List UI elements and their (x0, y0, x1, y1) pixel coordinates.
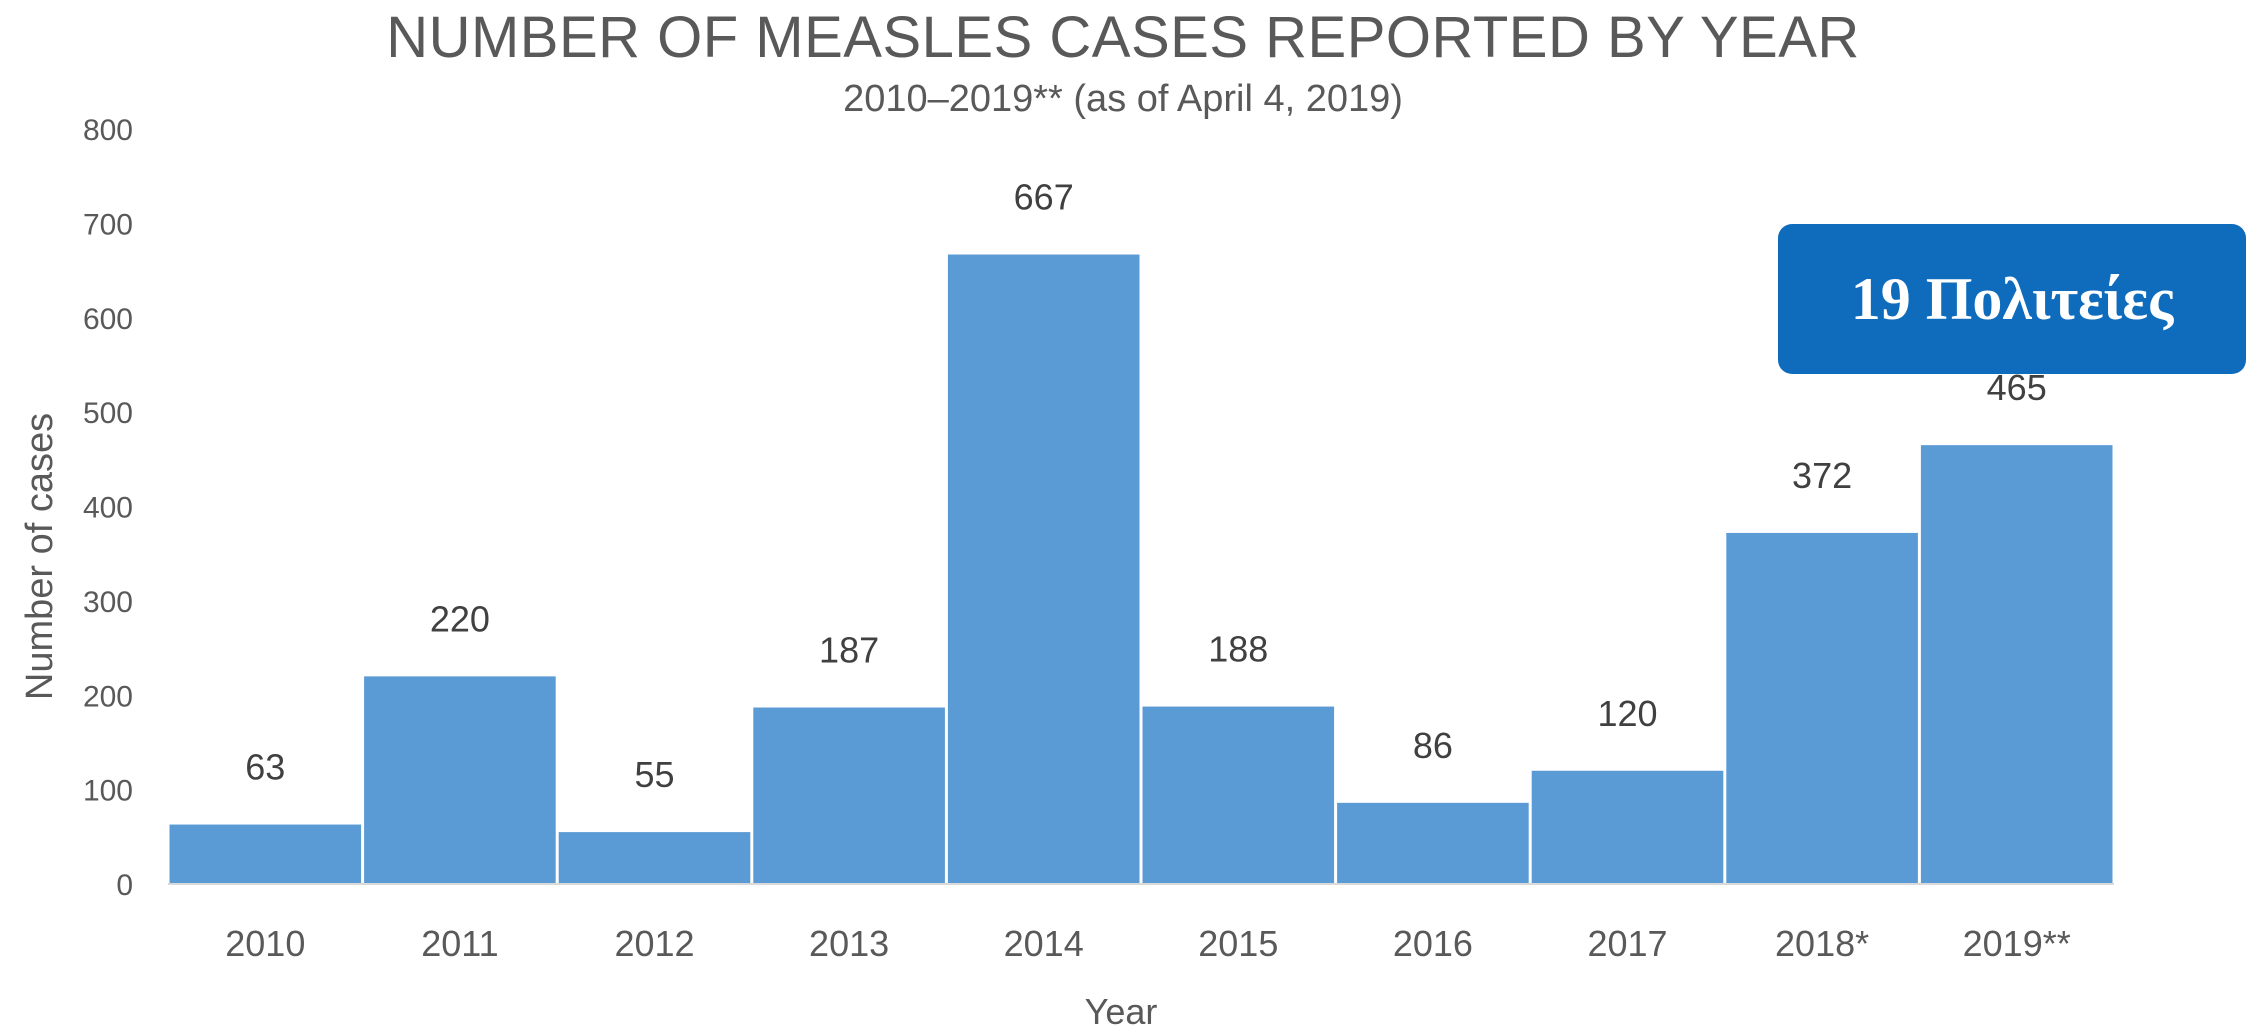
bar (558, 832, 751, 884)
x-tick-label: 2014 (1004, 923, 1084, 964)
x-tick-label: 2016 (1393, 923, 1473, 964)
x-tick-label: 2017 (1587, 923, 1667, 964)
chart-subtitle: 2010–2019** (as of April 4, 2019) (843, 78, 1403, 120)
data-label: 86 (1413, 725, 1453, 766)
bar (947, 254, 1140, 885)
x-tick-label: 2012 (614, 923, 694, 964)
data-label: 372 (1792, 455, 1852, 496)
data-label: 55 (634, 754, 674, 795)
x-tick-label: 2019** (1963, 923, 2071, 964)
states-badge: 19 Πολιτείες (1778, 224, 2246, 374)
bar (1920, 445, 2113, 884)
data-label: 220 (430, 598, 490, 639)
y-tick-label: 100 (83, 775, 133, 808)
x-tick-label: 2013 (809, 923, 889, 964)
x-tick-label: 2015 (1198, 923, 1278, 964)
y-tick-label: 200 (83, 680, 133, 713)
x-tick-label: 2011 (421, 923, 498, 964)
x-axis-title: Year (1085, 991, 1158, 1031)
y-tick-label: 800 (83, 114, 133, 147)
y-tick-label: 400 (83, 492, 133, 525)
x-tick-label: 2018* (1775, 923, 1869, 964)
chart-title: NUMBER OF MEASLES CASES REPORTED BY YEAR (386, 5, 1860, 70)
y-tick-label: 700 (83, 208, 133, 241)
y-tick-label: 0 (116, 869, 133, 902)
bar (1142, 706, 1335, 884)
y-axis-title: Number of cases (19, 413, 61, 700)
bar (364, 676, 556, 884)
bar (753, 707, 945, 884)
y-tick-label: 300 (83, 586, 133, 619)
data-label: 120 (1597, 693, 1657, 734)
bar (1726, 532, 1918, 884)
x-tick-label: 2010 (225, 923, 305, 964)
data-label: 667 (1014, 177, 1074, 218)
data-label: 188 (1208, 629, 1268, 670)
bar (169, 824, 362, 884)
bar (1337, 802, 1529, 884)
data-label: 187 (819, 630, 879, 671)
y-tick-label: 500 (83, 397, 133, 430)
y-tick-label: 600 (83, 303, 133, 336)
data-label: 63 (245, 747, 285, 788)
bar (1531, 770, 1724, 884)
